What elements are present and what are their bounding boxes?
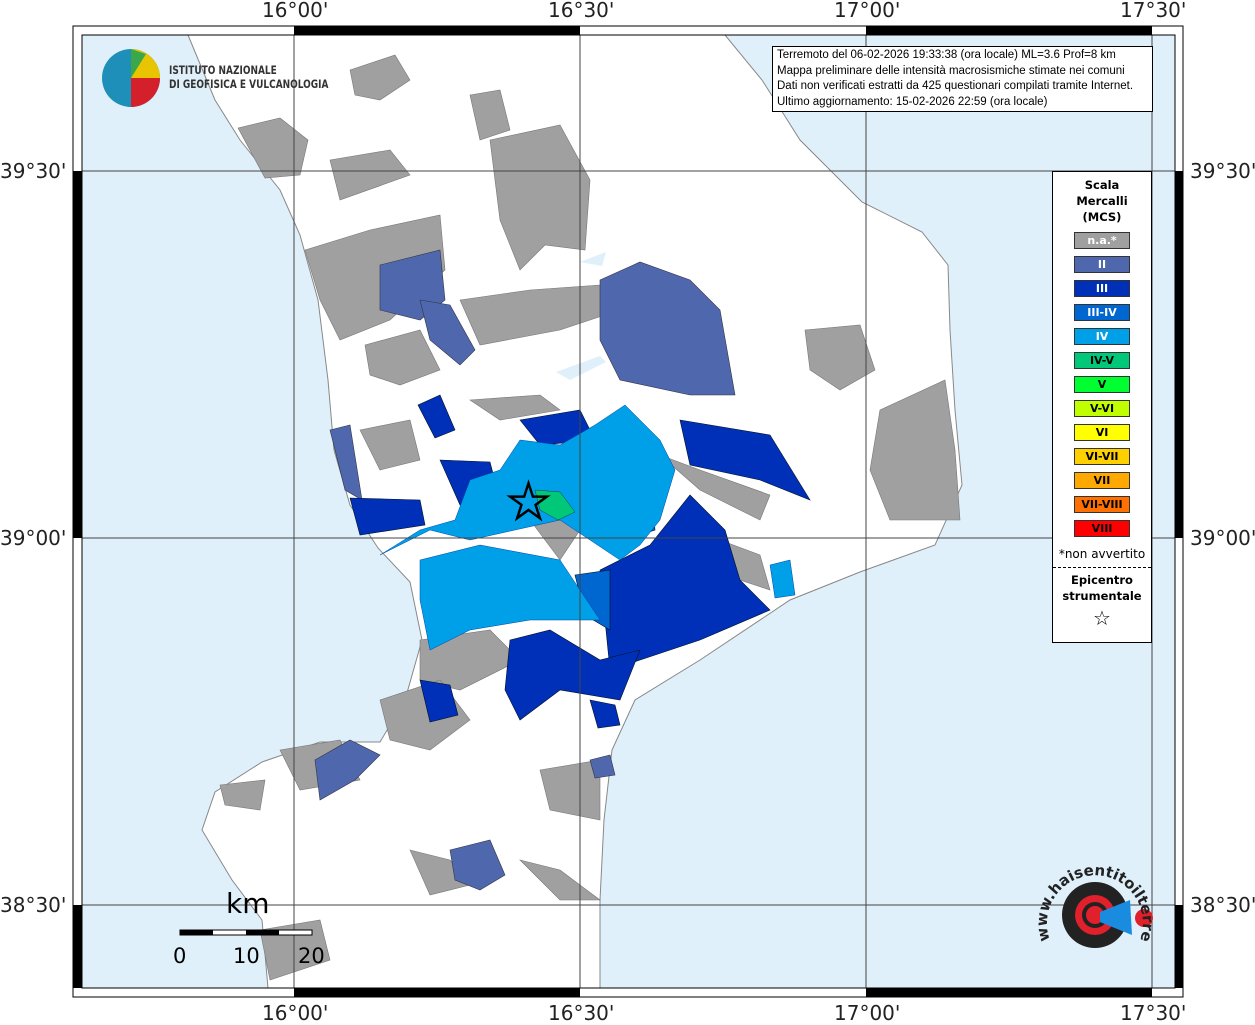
lon-tick-bottom: 17°30' — [1120, 1001, 1187, 1025]
scale-bar — [179, 929, 313, 936]
legend-swatch: VI — [1074, 424, 1130, 441]
ingv-line: ISTITUTO NAZIONALE — [169, 63, 277, 77]
lat-tick-left: 39°30' — [0, 159, 67, 183]
legend-swatch: III — [1074, 280, 1130, 297]
legend-title-line: Scala — [1084, 178, 1120, 192]
mcs-legend: Scala Mercalli (MCS) n.a.* II III III-IV IV I… — [1052, 171, 1152, 643]
hsit-logo — [1062, 882, 1153, 948]
municipalities-iv — [379, 404, 796, 651]
hsit-logo-text: www.haisentitoilterremoto.it — [1030, 850, 1157, 944]
lon-tick-top: 17°30' — [1120, 0, 1187, 22]
info-line-updated: Ultimo aggiornamento: 15-02-2026 22:59 (… — [777, 95, 1048, 108]
legend-swatch: II — [1074, 256, 1130, 273]
legend-swatch: V-VI — [1074, 400, 1130, 417]
hsit-logo-label: www.haisentitoilterremoto.it — [1030, 850, 1157, 944]
lat-tick-right: 39°30' — [1190, 159, 1255, 183]
epicenter-title-line: strumentale — [1062, 589, 1142, 603]
lat-tick-left: 38°30' — [0, 893, 67, 917]
info-line-event: Terremoto del 06-02-2026 19:33:38 (ora l… — [777, 49, 1116, 61]
lat-tick-left: 39°00' — [0, 526, 67, 550]
scale-unit: km — [226, 887, 270, 920]
scale-label: 0 — [173, 944, 187, 968]
svg-text:www.haisentitoilterremoto.it: www.haisentitoilterremoto.it — [1030, 850, 1157, 944]
legend-swatch: III-IV — [1074, 304, 1130, 321]
lon-tick-top: 17°00' — [834, 0, 901, 22]
epicenter-star-icon: ☆ — [1093, 606, 1111, 630]
lon-tick-top: 16°30' — [548, 0, 615, 22]
legend-swatch: IV — [1074, 328, 1130, 345]
earthquake-info-box: Terremoto del 06-02-2026 19:33:38 (ora l… — [772, 46, 1153, 112]
legend-title: Scala Mercalli (MCS) — [1053, 177, 1151, 225]
info-line-source: Dati non verificati estratti da 425 ques… — [777, 80, 1134, 92]
legend-swatch: VIII — [1074, 520, 1130, 537]
lon-tick-top: 16°00' — [262, 0, 329, 22]
legend-note: *non avvertito — [1058, 547, 1146, 561]
info-line-description: Mappa preliminare delle intensità macros… — [777, 64, 1125, 77]
scale-label: 20 — [298, 944, 325, 968]
epicenter-legend-title: Epicentro strumentale — [1053, 572, 1151, 604]
map-frame — [72, 25, 1184, 998]
legend-swatch: VII — [1074, 472, 1130, 489]
lat-tick-right: 39°00' — [1190, 526, 1255, 550]
scale-label: 10 — [233, 944, 260, 968]
legend-divider — [1053, 567, 1151, 568]
epicenter-star: ★ — [507, 476, 550, 529]
ingv-line: DI GEOFISICA E VULCANOLOGIA — [169, 77, 329, 91]
lon-tick-bottom: 16°00' — [262, 1001, 329, 1025]
municipality-iv-v — [534, 489, 576, 521]
ingv-logo-text: ISTITUTO NAZIONALE DI GEOFISICA E VULCAN… — [169, 63, 328, 91]
legend-swatch: n.a.* — [1074, 232, 1130, 249]
legend-title-line: Mercalli — [1076, 194, 1128, 208]
municipalities-ii — [314, 249, 736, 891]
epicenter-title-line: Epicentro — [1071, 573, 1133, 587]
lon-tick-bottom: 16°30' — [548, 1001, 615, 1025]
lat-tick-right: 38°30' — [1190, 893, 1255, 917]
lon-tick-bottom: 17°00' — [834, 1001, 901, 1025]
legend-swatch: IV-V — [1074, 352, 1130, 369]
legend-swatch: VII-VIII — [1074, 496, 1130, 513]
lat-lon-grid — [82, 35, 1175, 988]
legend-swatch: V — [1074, 376, 1130, 393]
legend-swatch: VI-VII — [1074, 448, 1130, 465]
legend-swatches: n.a.* II III III-IV IV IV-V V V-VI VI VI-VII VII VI… — [1053, 232, 1151, 537]
ingv-logo-globe — [102, 49, 160, 107]
legend-title-line: (MCS) — [1082, 210, 1122, 224]
